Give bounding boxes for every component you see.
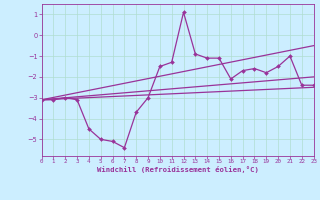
X-axis label: Windchill (Refroidissement éolien,°C): Windchill (Refroidissement éolien,°C) xyxy=(97,166,259,173)
